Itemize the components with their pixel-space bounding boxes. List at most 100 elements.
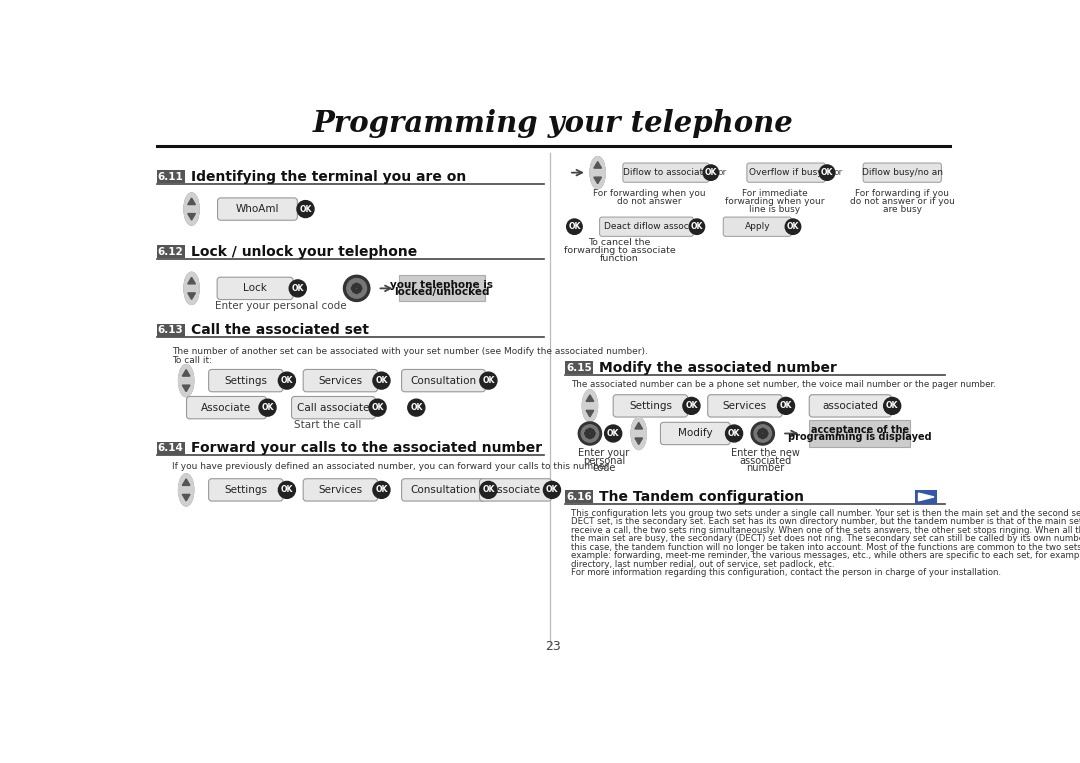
Text: Settings: Settings <box>629 401 672 411</box>
FancyBboxPatch shape <box>157 170 185 183</box>
Ellipse shape <box>590 156 605 188</box>
Text: OK: OK <box>704 168 717 177</box>
Text: For more information regarding this configuration, contact the person in charge : For more information regarding this conf… <box>571 568 1001 577</box>
Text: the main set are busy, the secondary (DECT) set does not ring. The secondary set: the main set are busy, the secondary (DE… <box>571 534 1080 543</box>
FancyBboxPatch shape <box>809 420 910 446</box>
Circle shape <box>480 372 497 389</box>
Text: 6.13: 6.13 <box>158 325 184 335</box>
Polygon shape <box>183 494 190 501</box>
Polygon shape <box>188 278 195 284</box>
FancyBboxPatch shape <box>565 491 593 504</box>
Circle shape <box>352 285 356 288</box>
Text: OK: OK <box>482 376 495 385</box>
FancyBboxPatch shape <box>863 163 942 182</box>
Text: acceptance of the: acceptance of the <box>811 425 908 435</box>
Text: WhoAmI: WhoAmI <box>235 204 280 214</box>
Text: personal: personal <box>583 456 625 465</box>
Text: 6.14: 6.14 <box>158 443 184 453</box>
Circle shape <box>751 422 774 445</box>
Ellipse shape <box>631 417 646 449</box>
Polygon shape <box>188 214 195 220</box>
FancyBboxPatch shape <box>747 163 825 182</box>
FancyBboxPatch shape <box>292 397 375 419</box>
Polygon shape <box>594 177 602 184</box>
Circle shape <box>754 425 771 442</box>
Ellipse shape <box>631 417 646 449</box>
Circle shape <box>297 201 314 217</box>
Text: OK: OK <box>787 222 799 231</box>
FancyBboxPatch shape <box>157 324 185 336</box>
Circle shape <box>758 430 762 433</box>
Text: Services: Services <box>723 401 767 411</box>
Text: associated: associated <box>822 401 878 411</box>
Text: For immediate: For immediate <box>742 189 807 198</box>
Ellipse shape <box>590 156 605 188</box>
Circle shape <box>373 481 390 498</box>
Text: Associate: Associate <box>201 403 252 413</box>
Text: function: function <box>600 254 638 262</box>
FancyBboxPatch shape <box>661 423 730 445</box>
Text: OK: OK <box>482 485 495 494</box>
FancyBboxPatch shape <box>480 478 552 501</box>
Text: To call it:: To call it: <box>172 356 212 365</box>
Circle shape <box>578 422 602 445</box>
FancyBboxPatch shape <box>303 478 378 501</box>
FancyBboxPatch shape <box>613 394 688 417</box>
Text: 6.11: 6.11 <box>158 172 184 182</box>
Circle shape <box>591 432 595 436</box>
Circle shape <box>567 219 582 234</box>
Text: For forwarding when you: For forwarding when you <box>593 189 705 198</box>
Text: Programming your telephone: Programming your telephone <box>313 109 794 138</box>
Text: Lock: Lock <box>243 283 267 294</box>
Circle shape <box>347 278 366 298</box>
Circle shape <box>590 433 594 437</box>
Text: associated: associated <box>739 456 792 465</box>
Circle shape <box>820 165 835 180</box>
Ellipse shape <box>178 365 193 397</box>
Ellipse shape <box>178 474 193 506</box>
Text: Deact diflow assoc: Deact diflow assoc <box>604 222 689 231</box>
Circle shape <box>726 425 743 442</box>
Circle shape <box>883 398 901 414</box>
Ellipse shape <box>184 193 199 225</box>
FancyBboxPatch shape <box>402 478 485 501</box>
Text: your telephone is: your telephone is <box>390 280 494 290</box>
Text: receive a call, the two sets ring simultaneously. When one of the sets answers, : receive a call, the two sets ring simult… <box>571 526 1080 535</box>
Ellipse shape <box>184 272 199 304</box>
Circle shape <box>259 399 276 416</box>
Polygon shape <box>635 438 643 445</box>
Circle shape <box>581 425 598 442</box>
Circle shape <box>289 280 307 297</box>
Circle shape <box>683 398 700 414</box>
Text: Enter the new: Enter the new <box>731 448 799 458</box>
Text: Associate: Associate <box>490 485 541 495</box>
Circle shape <box>279 372 296 389</box>
Polygon shape <box>635 423 643 429</box>
Circle shape <box>584 432 589 436</box>
FancyBboxPatch shape <box>707 394 782 417</box>
Text: 23: 23 <box>545 640 562 653</box>
Text: Consultation: Consultation <box>410 375 476 385</box>
Circle shape <box>757 432 761 436</box>
Text: OK: OK <box>686 401 698 410</box>
FancyBboxPatch shape <box>217 198 297 221</box>
Text: Overflow if busy: Overflow if busy <box>750 168 823 177</box>
Text: 6.15: 6.15 <box>566 362 592 372</box>
Polygon shape <box>183 479 190 485</box>
Text: Services: Services <box>319 375 363 385</box>
Text: Settings: Settings <box>225 375 268 385</box>
Ellipse shape <box>178 474 193 506</box>
Text: OK: OK <box>299 204 312 214</box>
Text: Enter your personal code: Enter your personal code <box>215 301 347 311</box>
Circle shape <box>408 399 424 416</box>
FancyBboxPatch shape <box>599 217 693 237</box>
Circle shape <box>543 481 561 498</box>
FancyBboxPatch shape <box>724 217 792 237</box>
FancyBboxPatch shape <box>400 275 485 301</box>
Text: DECT set, is the secondary set. Each set has its own directory number, but the t: DECT set, is the secondary set. Each set… <box>571 517 1080 526</box>
Text: OK: OK <box>281 376 293 385</box>
Circle shape <box>588 435 592 439</box>
Polygon shape <box>586 410 594 417</box>
Text: Enter your: Enter your <box>578 448 630 458</box>
Circle shape <box>279 481 296 498</box>
